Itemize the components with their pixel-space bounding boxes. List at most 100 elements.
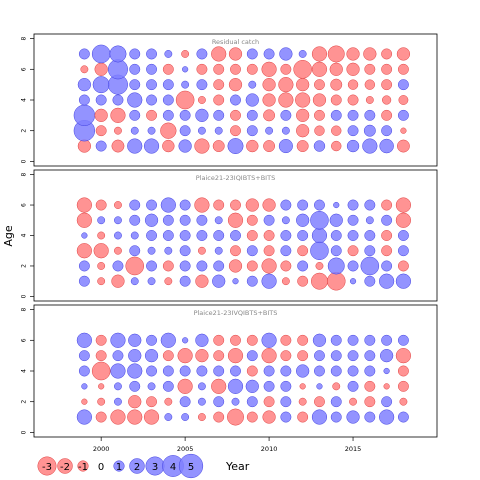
residual-bubble xyxy=(262,78,276,92)
residual-bubble xyxy=(227,138,244,155)
residual-bubble xyxy=(197,413,206,421)
residual-bubble xyxy=(114,397,122,406)
legend-value-label: 0 xyxy=(98,462,104,473)
residual-bubble xyxy=(179,125,191,137)
residual-bubble xyxy=(76,212,92,228)
residual-bubble xyxy=(297,334,309,346)
legend-value-label: 4 xyxy=(170,462,176,473)
residual-bubble xyxy=(381,396,393,408)
residual-bubble xyxy=(127,138,143,154)
residual-bubble xyxy=(130,126,139,135)
residual-bubble xyxy=(296,140,309,152)
residual-bubble xyxy=(94,62,108,76)
residual-bubble xyxy=(262,198,276,212)
residual-bubble xyxy=(195,333,209,347)
residual-bubble xyxy=(181,413,190,421)
residual-bubble xyxy=(195,349,209,363)
residual-bubble xyxy=(347,199,359,211)
residual-bubble xyxy=(364,230,376,241)
residual-bubble xyxy=(160,122,177,139)
residual-bubble xyxy=(109,45,127,63)
residual-bubble xyxy=(213,334,225,346)
residual-bubble xyxy=(162,63,174,75)
residual-bubble xyxy=(280,109,292,121)
residual-bubble xyxy=(330,109,342,121)
residual-bubble xyxy=(248,80,257,89)
residual-bubble xyxy=(164,50,173,58)
residual-bubble xyxy=(280,199,292,211)
residual-bubble xyxy=(330,245,342,257)
residual-bubble xyxy=(246,245,258,257)
residual-bubble xyxy=(178,139,192,153)
residual-bubble xyxy=(297,411,309,423)
residual-bubble xyxy=(160,332,176,348)
residual-bubble xyxy=(379,409,395,425)
x-tick-label: 2010 xyxy=(261,445,278,453)
residual-bubble xyxy=(211,46,227,62)
residual-bubble xyxy=(349,397,357,406)
legend-value-label: -1 xyxy=(78,462,88,473)
residual-bubble xyxy=(164,246,173,255)
residual-bubble xyxy=(397,63,409,75)
residual-bubble xyxy=(98,383,105,390)
residual-bubble xyxy=(330,334,342,346)
residual-bubble xyxy=(381,334,393,346)
y-tick-label: 8 xyxy=(21,172,28,176)
residual-bubble xyxy=(364,199,376,211)
residual-bubble xyxy=(230,109,241,121)
residual-bubble xyxy=(110,107,126,123)
residual-bubble xyxy=(330,411,342,423)
residual-bubble xyxy=(278,92,294,108)
residual-bubble xyxy=(110,363,126,379)
residual-bubble xyxy=(364,245,376,257)
bubble-size-legend: -3 -2 -1 0 1 2 3 4 5 xyxy=(37,453,204,479)
residual-bubble xyxy=(297,199,309,211)
y-tick-label: 0 xyxy=(21,159,28,163)
residual-bubble xyxy=(162,365,174,377)
residual-bubble xyxy=(397,365,409,377)
residual-bubble xyxy=(110,409,126,425)
residual-bubble xyxy=(97,262,106,270)
residual-bubble xyxy=(160,197,176,213)
residual-bubble xyxy=(143,138,160,154)
residual-bubble xyxy=(230,230,241,241)
residual-bubble xyxy=(95,350,107,362)
residual-bubble xyxy=(129,199,141,211)
residual-bubble xyxy=(263,230,275,241)
residual-bubble xyxy=(347,214,359,226)
residual-bubble xyxy=(181,80,190,89)
residual-bubble xyxy=(311,227,328,244)
residual-bubble xyxy=(129,109,141,121)
residual-bubble xyxy=(400,127,407,134)
residual-bubble xyxy=(365,216,374,225)
residual-bubble xyxy=(399,397,408,406)
residual-bubble xyxy=(397,139,410,153)
residual-bubble xyxy=(175,90,195,110)
residual-bubble xyxy=(397,260,409,272)
residual-bubble xyxy=(397,334,409,346)
residual-bubble xyxy=(381,63,393,75)
residual-bubble xyxy=(280,245,292,257)
residual-bubble xyxy=(213,63,225,75)
residual-bubble xyxy=(364,411,376,423)
residual-bubble xyxy=(381,199,393,211)
residual-bubble xyxy=(146,334,157,346)
residual-bubble xyxy=(227,212,244,228)
residual-bubble xyxy=(263,48,275,60)
residual-bubble xyxy=(246,350,258,362)
residual-bubble xyxy=(396,47,411,61)
residual-bubble xyxy=(263,245,275,257)
residual-bubble xyxy=(397,411,409,423)
legend-year-label: Year xyxy=(225,460,250,473)
residual-bubble xyxy=(265,126,274,135)
residual-bubble xyxy=(147,246,156,255)
residual-bubble xyxy=(312,333,327,347)
residual-bubble xyxy=(347,245,359,257)
residual-bubble xyxy=(364,334,376,346)
residual-bubble xyxy=(146,63,157,75)
legend-value-label: -2 xyxy=(60,462,70,473)
legend-bubble xyxy=(178,453,204,479)
residual-bubble xyxy=(112,94,124,106)
residual-bubble xyxy=(311,409,328,425)
